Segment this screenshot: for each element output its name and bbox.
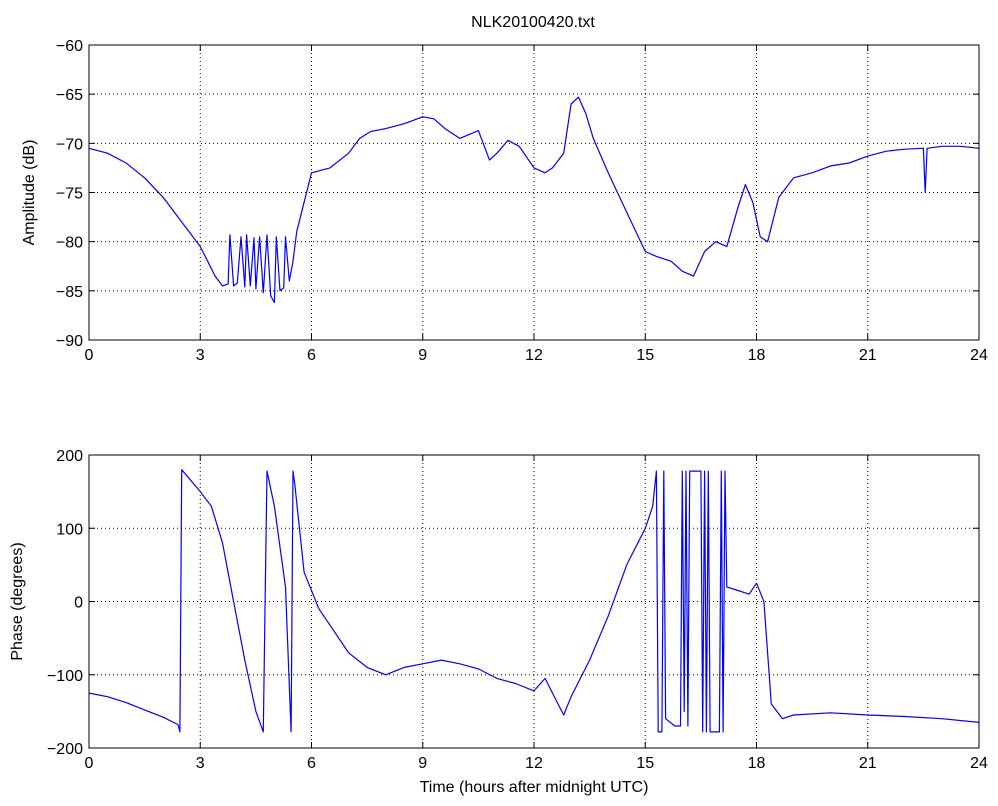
amplitude-x-tick-label: 24 xyxy=(970,347,988,364)
phase-y-tick-label: 100 xyxy=(56,521,83,538)
phase-y-tick-label: 200 xyxy=(56,448,83,465)
amplitude-y-tick-label: −90 xyxy=(56,333,83,350)
amplitude-y-tick-label: −80 xyxy=(56,235,83,252)
phase-ticks: 0 3 6 9 12 15 18 21 24 −200 −100 0 100 200 xyxy=(47,448,988,772)
phase-x-tick-label: 6 xyxy=(307,755,316,772)
phase-x-tick-label: 24 xyxy=(970,755,988,772)
phase-x-tick-label: 9 xyxy=(418,755,427,772)
phase-x-tick-label: 3 xyxy=(196,755,205,772)
phase-x-tick-label: 18 xyxy=(748,755,766,772)
amplitude-y-tick-label: −65 xyxy=(56,87,83,104)
figure-title: NLK20100420.txt xyxy=(471,14,595,31)
phase-x-axis-label: Time (hours after midnight UTC) xyxy=(420,779,649,796)
phase-x-tick-label: 12 xyxy=(525,755,543,772)
amplitude-y-tick-label: −60 xyxy=(56,38,83,55)
amplitude-x-tick-label: 15 xyxy=(636,347,654,364)
amplitude-x-tick-label: 21 xyxy=(859,347,877,364)
amplitude-ticks: 0 3 6 9 12 15 18 21 24 −90 −85 −80 −75 −70 −65 −60 xyxy=(56,38,988,364)
phase-series xyxy=(88,469,980,733)
amplitude-x-tick-label: 18 xyxy=(748,347,766,364)
amplitude-y-tick-label: −75 xyxy=(56,186,83,203)
phase-x-tick-label: 15 xyxy=(636,755,654,772)
amplitude-x-tick-label: 6 xyxy=(307,347,316,364)
amplitude-x-tick-label: 0 xyxy=(85,347,94,364)
phase-y-axis-label: Phase (degrees) xyxy=(9,542,26,660)
amplitude-series xyxy=(88,96,980,304)
phase-y-tick-label: 0 xyxy=(74,595,83,612)
phase-grid xyxy=(89,455,979,748)
amplitude-y-tick-label: −85 xyxy=(56,284,83,301)
amplitude-y-axis-label: Amplitude (dB) xyxy=(21,140,38,246)
amplitude-panel: 0 3 6 9 12 15 18 21 24 −90 −85 −80 −75 −70 −65 −60 Ampl… xyxy=(21,38,988,364)
phase-y-tick-label: −100 xyxy=(47,668,83,685)
amplitude-x-tick-label: 3 xyxy=(196,347,205,364)
phase-panel: 0 3 6 9 12 15 18 21 24 −200 −100 0 100 200 Phase (deg… xyxy=(9,448,988,796)
amplitude-x-tick-label: 9 xyxy=(418,347,427,364)
amplitude-series-line xyxy=(88,96,980,304)
phase-x-tick-label: 0 xyxy=(85,755,94,772)
phase-series-line xyxy=(88,469,980,733)
amplitude-grid xyxy=(89,45,979,340)
phase-x-tick-label: 21 xyxy=(859,755,877,772)
phase-y-tick-label: −200 xyxy=(47,741,83,758)
amplitude-y-tick-label: −70 xyxy=(56,136,83,153)
amplitude-x-tick-label: 12 xyxy=(525,347,543,364)
